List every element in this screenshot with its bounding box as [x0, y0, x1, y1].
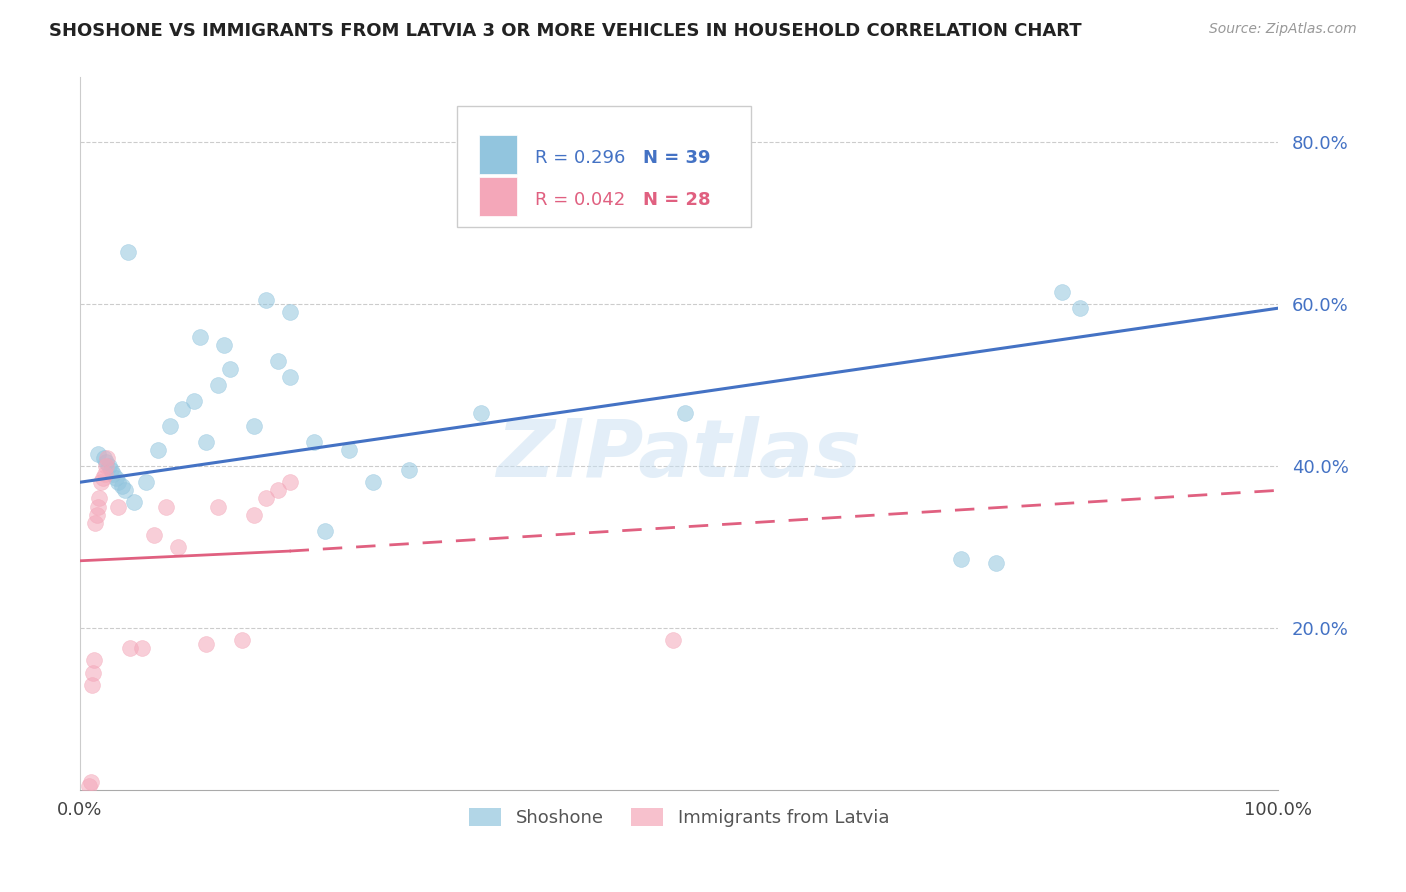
Point	[87, 500, 110, 514]
Point	[159, 418, 181, 433]
Point	[524, 107, 547, 121]
Point	[96, 455, 118, 469]
Point	[155, 500, 177, 514]
Point	[96, 458, 118, 473]
Point	[207, 500, 229, 514]
Point	[100, 463, 122, 477]
Point	[103, 467, 125, 482]
Point	[82, 665, 104, 680]
Point	[278, 475, 301, 490]
Point	[120, 641, 142, 656]
Text: R = 0.296: R = 0.296	[536, 149, 626, 167]
Text: ZIPatlas: ZIPatlas	[496, 416, 862, 494]
Point	[242, 418, 264, 433]
Point	[107, 500, 129, 514]
Point	[146, 442, 169, 457]
Point	[470, 406, 492, 420]
Point	[363, 475, 385, 490]
Point	[242, 508, 264, 522]
Point	[97, 458, 120, 473]
Point	[254, 293, 277, 307]
Point	[170, 402, 193, 417]
Point	[662, 633, 685, 648]
Point	[278, 305, 301, 319]
Point	[1052, 285, 1074, 299]
Point	[117, 244, 139, 259]
Point	[90, 475, 112, 490]
Point	[673, 406, 696, 420]
Point	[83, 653, 105, 667]
Point	[79, 779, 101, 793]
Point	[266, 483, 288, 498]
Point	[143, 528, 166, 542]
Text: Source: ZipAtlas.com: Source: ZipAtlas.com	[1209, 22, 1357, 37]
Point	[91, 471, 114, 485]
Point	[79, 774, 101, 789]
Point	[231, 633, 253, 648]
Point	[986, 556, 1008, 570]
Point	[339, 442, 361, 457]
Point	[122, 495, 145, 509]
Bar	[479, 135, 517, 174]
Point	[207, 378, 229, 392]
Point	[194, 637, 217, 651]
Point	[218, 362, 240, 376]
Point	[167, 540, 190, 554]
Point	[93, 450, 115, 465]
Point	[96, 450, 118, 465]
Point	[86, 508, 108, 522]
Point	[131, 641, 153, 656]
Point	[80, 678, 103, 692]
Point	[949, 552, 972, 566]
Text: R = 0.042: R = 0.042	[536, 192, 626, 210]
Point	[135, 475, 157, 490]
Point	[315, 524, 337, 538]
Point	[302, 434, 325, 449]
Point	[266, 353, 288, 368]
Legend: Shoshone, Immigrants from Latvia: Shoshone, Immigrants from Latvia	[461, 801, 897, 834]
Point	[188, 329, 211, 343]
Point	[107, 475, 129, 490]
Point	[398, 463, 420, 477]
Point	[84, 516, 107, 530]
FancyBboxPatch shape	[457, 106, 751, 227]
Text: N = 39: N = 39	[643, 149, 710, 167]
Point	[1069, 301, 1091, 315]
Point	[87, 491, 110, 506]
Point	[254, 491, 277, 506]
Point	[183, 394, 205, 409]
Bar	[479, 177, 517, 216]
Point	[114, 483, 136, 498]
Point	[94, 467, 117, 482]
Point	[194, 434, 217, 449]
Point	[212, 337, 235, 351]
Point	[104, 471, 127, 485]
Point	[87, 447, 110, 461]
Point	[111, 479, 134, 493]
Point	[278, 370, 301, 384]
Text: SHOSHONE VS IMMIGRANTS FROM LATVIA 3 OR MORE VEHICLES IN HOUSEHOLD CORRELATION C: SHOSHONE VS IMMIGRANTS FROM LATVIA 3 OR …	[49, 22, 1081, 40]
Text: N = 28: N = 28	[643, 192, 710, 210]
